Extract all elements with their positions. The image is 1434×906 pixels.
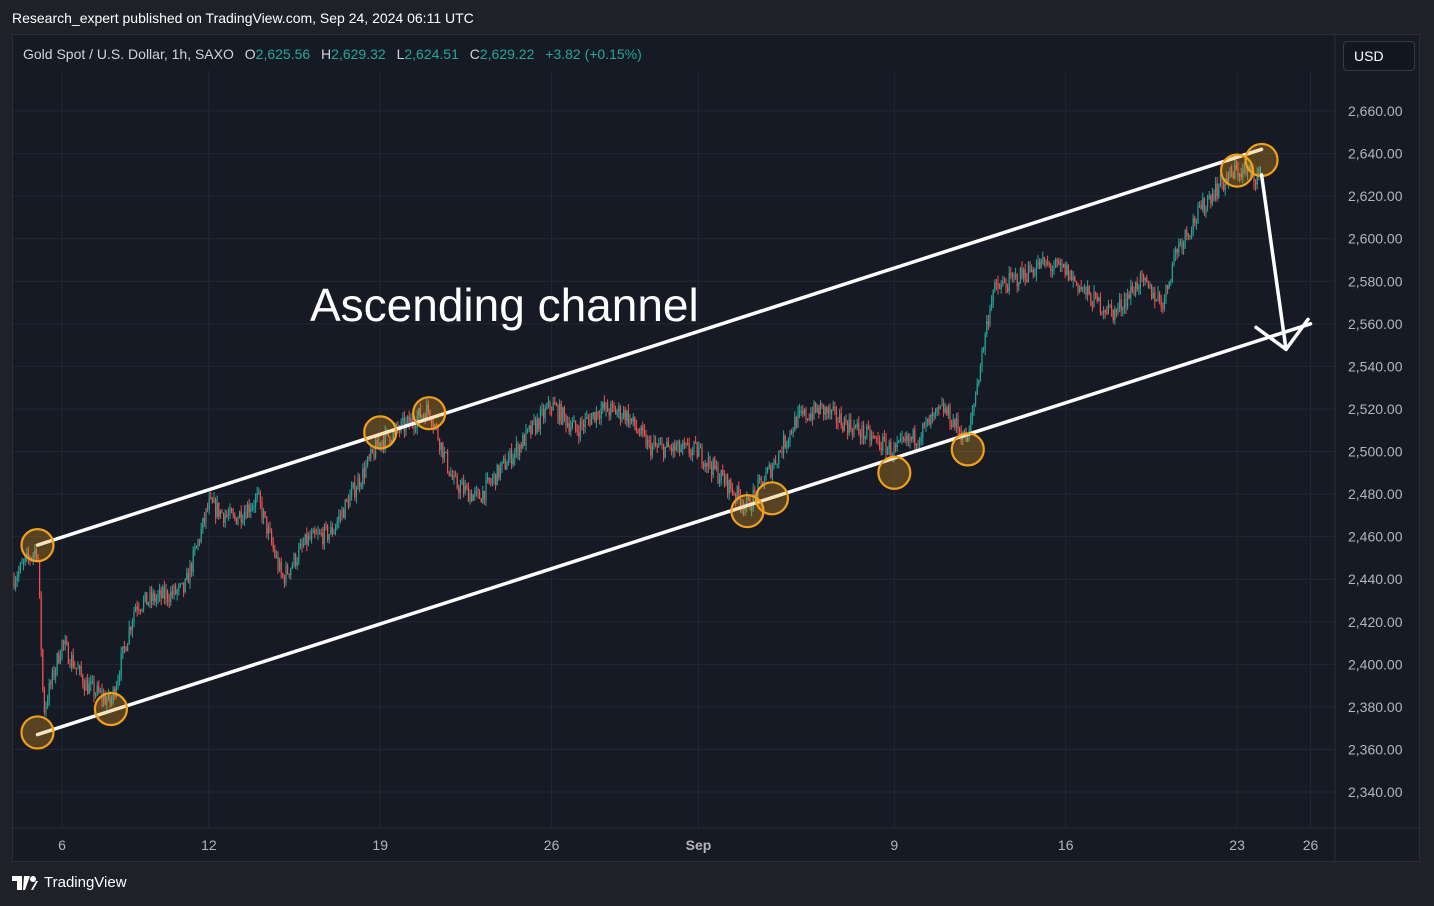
low-label: L [396,46,405,62]
tradingview-label: TradingView [44,874,127,891]
change-value: +3.82 (+0.15%) [545,46,642,62]
published-header: Research_expert published on TradingView… [12,10,474,26]
high-value: 2,629.32 [331,46,386,62]
open-label: O [244,46,256,62]
currency-button[interactable]: USD [1343,41,1415,71]
high-label: H [321,46,332,62]
open-value: 2,625.56 [255,46,311,62]
chart-container[interactable]: Gold Spot / U.S. Dollar, 1h, SAXO O2,625… [12,34,1420,862]
close-value: 2,629.22 [479,46,535,62]
close-label: C [469,46,480,62]
low-value: 2,624.51 [404,46,459,62]
tradingview-brand[interactable]: TradingView [12,874,127,891]
tradingview-logo-icon [12,875,38,890]
ohlc-legend: Gold Spot / U.S. Dollar, 1h, SAXO O2,625… [23,46,642,62]
symbol-label: Gold Spot / U.S. Dollar, 1h, SAXO [23,46,234,62]
